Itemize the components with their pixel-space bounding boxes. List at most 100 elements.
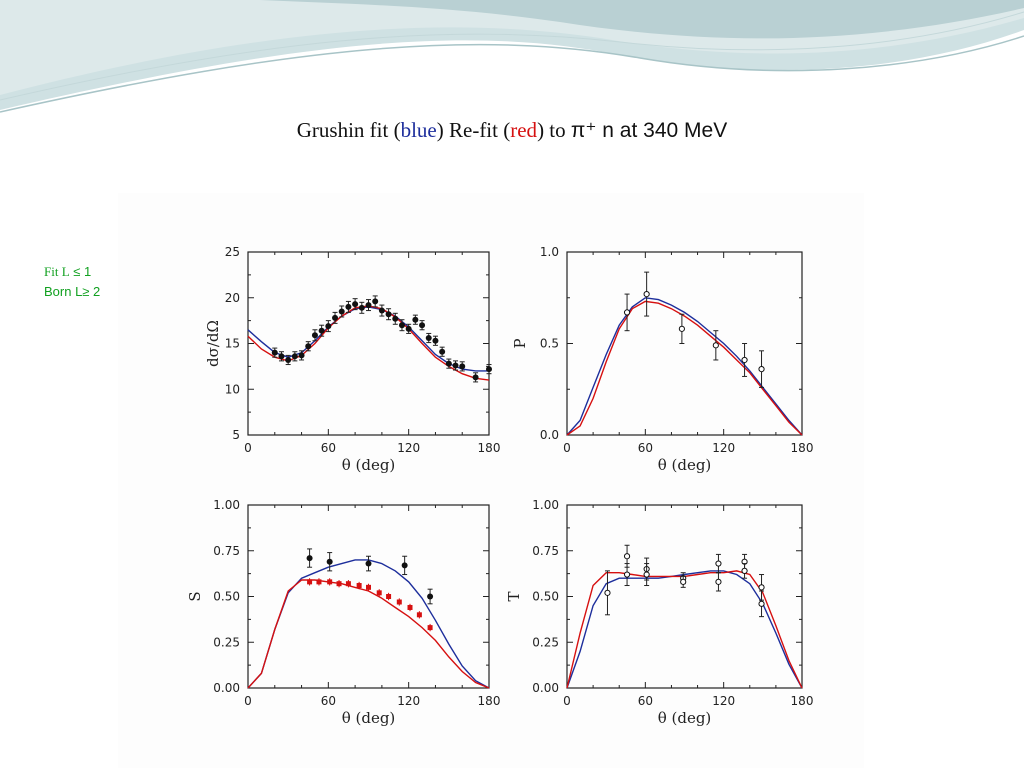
red-data-point — [427, 625, 433, 631]
plot-frame — [566, 504, 803, 689]
fit-curve-red — [566, 300, 803, 436]
y-tick-label: 0.00 — [532, 681, 559, 695]
y-tick-label: 0.50 — [213, 590, 240, 604]
y-axis-label: P — [511, 338, 529, 348]
fit-curve-blue — [247, 559, 490, 689]
header-wave-decoration — [0, 0, 1024, 113]
fit-curve-red — [566, 570, 803, 689]
x-tick-label: 0 — [563, 441, 571, 455]
x-tick-label: 120 — [397, 441, 420, 455]
fit-note-line1a: Fit L — [44, 264, 70, 279]
data-point — [358, 304, 365, 311]
y-tick-label: 0.50 — [532, 590, 559, 604]
data-point — [325, 323, 332, 330]
plot-frame — [247, 251, 490, 436]
red-data-point — [327, 579, 333, 585]
y-tick-label: 0.0 — [540, 428, 559, 442]
red-data-point — [416, 612, 422, 618]
x-tick-label: 120 — [397, 694, 420, 708]
y-tick-label: 0.75 — [213, 544, 240, 558]
data-point — [472, 374, 479, 381]
data-point — [741, 356, 748, 364]
data-point — [378, 307, 385, 314]
data-point — [318, 327, 325, 334]
x-axis-label: θ (deg) — [342, 709, 396, 727]
data-point — [326, 558, 333, 565]
red-data-point — [376, 590, 382, 596]
y-tick-label: 25 — [225, 245, 240, 259]
title-part1: Grushin fit ( — [296, 118, 401, 142]
x-tick-label: 60 — [638, 441, 653, 455]
data-point — [401, 562, 408, 569]
red-data-point — [396, 599, 402, 605]
chart-2: 0 60 120 180 0.0 0.5 1.0 θ (deg) P — [511, 245, 813, 474]
x-tick-label: 60 — [321, 694, 336, 708]
title-red-word: red — [510, 118, 538, 142]
data-point — [459, 363, 466, 370]
data-point — [643, 290, 650, 298]
data-point — [311, 332, 318, 339]
x-tick-label: 0 — [244, 441, 252, 455]
x-axis-label: θ (deg) — [658, 456, 712, 474]
y-tick-label: 0.75 — [532, 544, 559, 558]
data-point — [365, 560, 372, 567]
data-point — [445, 360, 452, 367]
chart-3: 0 60 120 180 0.00 0.25 0.50 0.75 1.00 θ (deg) S — [186, 498, 500, 727]
chart-4: 0 60 120 180 0.00 0.25 0.50 0.75 1.00 θ (deg) T — [505, 498, 813, 727]
x-tick-label: 180 — [478, 441, 501, 455]
red-data-point — [366, 584, 371, 590]
x-tick-label: 180 — [791, 694, 814, 708]
y-tick-label: 0.00 — [213, 681, 240, 695]
y-tick-label: 10 — [225, 382, 240, 396]
data-point — [278, 353, 285, 360]
x-tick-label: 60 — [638, 694, 653, 708]
x-tick-label: 0 — [244, 694, 252, 708]
y-tick-label: 0.25 — [213, 635, 240, 649]
x-tick-label: 120 — [712, 694, 735, 708]
data-point — [486, 366, 492, 373]
data-point — [365, 302, 372, 309]
data-point — [439, 348, 446, 355]
x-tick-label: 180 — [791, 441, 814, 455]
data-point — [680, 578, 687, 585]
data-point — [432, 337, 439, 344]
y-tick-label: 20 — [225, 291, 240, 305]
fit-curve-blue — [566, 570, 803, 689]
data-point — [741, 567, 748, 574]
data-point — [305, 343, 312, 350]
title-part2: ) Re-fit ( — [436, 118, 511, 142]
y-tick-label: 5 — [232, 428, 240, 442]
data-point — [298, 352, 305, 359]
y-tick-label: 1.00 — [213, 498, 240, 512]
red-data-point — [386, 594, 392, 599]
y-tick-label: 1.00 — [532, 498, 559, 512]
x-tick-label: 60 — [321, 441, 336, 455]
y-tick-label: 15 — [225, 337, 240, 351]
data-point — [345, 303, 352, 310]
red-data-point — [336, 581, 342, 587]
fit-curve-red — [247, 305, 490, 381]
slide-title: Grushin fit (blue) Re-fit (red) to π⁺ n … — [0, 118, 1024, 143]
plot-frame — [566, 251, 803, 436]
data-point — [758, 600, 765, 607]
red-data-point — [307, 579, 313, 585]
y-tick-label: 1.0 — [540, 245, 559, 259]
data-point — [715, 560, 722, 567]
data-point — [405, 325, 412, 332]
data-point — [643, 571, 650, 578]
data-point — [678, 325, 685, 332]
title-part4: π⁺ n at 340 MeV — [570, 119, 728, 142]
x-tick-label: 0 — [563, 694, 571, 708]
data-point — [285, 356, 292, 363]
x-tick-label: 180 — [478, 694, 501, 708]
data-point — [398, 322, 405, 329]
data-point — [306, 555, 313, 562]
x-axis-label: θ (deg) — [342, 456, 396, 474]
data-point — [623, 571, 631, 578]
fit-curve-blue — [247, 306, 489, 372]
y-tick-label: 0.5 — [540, 337, 559, 351]
data-point — [712, 342, 719, 349]
chart-1: 0 60 120 180 5 10 15 20 25 θ (deg) dσ/dΩ — [204, 245, 500, 474]
data-point — [338, 308, 345, 315]
fit-note-line1b: ≤ 1 — [69, 264, 92, 279]
